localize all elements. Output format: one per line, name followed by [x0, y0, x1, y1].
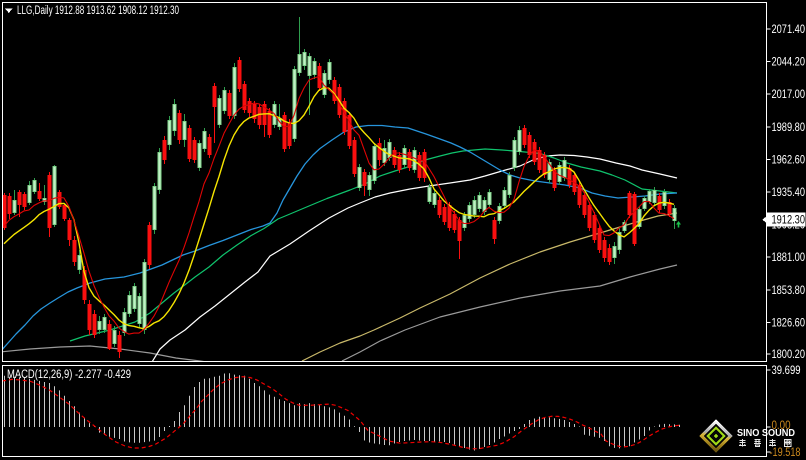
svg-text:1935.40: 1935.40 — [772, 187, 806, 199]
svg-text:MACD(12,26,9) -2.277 -0.429: MACD(12,26,9) -2.277 -0.429 — [7, 369, 131, 381]
svg-text:-19.518: -19.518 — [770, 447, 801, 459]
svg-text:0.00: 0.00 — [772, 420, 791, 432]
svg-text:39.699: 39.699 — [772, 365, 801, 377]
svg-text:SINO SOUND: SINO SOUND — [737, 427, 795, 439]
svg-text:1912.30: 1912.30 — [772, 215, 806, 227]
svg-text:1962.60: 1962.60 — [772, 154, 806, 166]
svg-text:1826.60: 1826.60 — [772, 317, 806, 329]
svg-text:2071.40: 2071.40 — [772, 24, 806, 36]
svg-text:1800.20: 1800.20 — [772, 349, 806, 361]
svg-text:LLG,Daily 1912.88 1913.62 190: LLG,Daily 1912.88 1913.62 1908.12 1912.3… — [17, 5, 179, 17]
svg-text:1989.80: 1989.80 — [772, 122, 806, 134]
svg-text:1853.80: 1853.80 — [772, 285, 806, 297]
svg-text:2044.20: 2044.20 — [772, 57, 806, 69]
svg-text:1881.00: 1881.00 — [772, 252, 806, 264]
svg-text:2017.00: 2017.00 — [772, 89, 806, 101]
